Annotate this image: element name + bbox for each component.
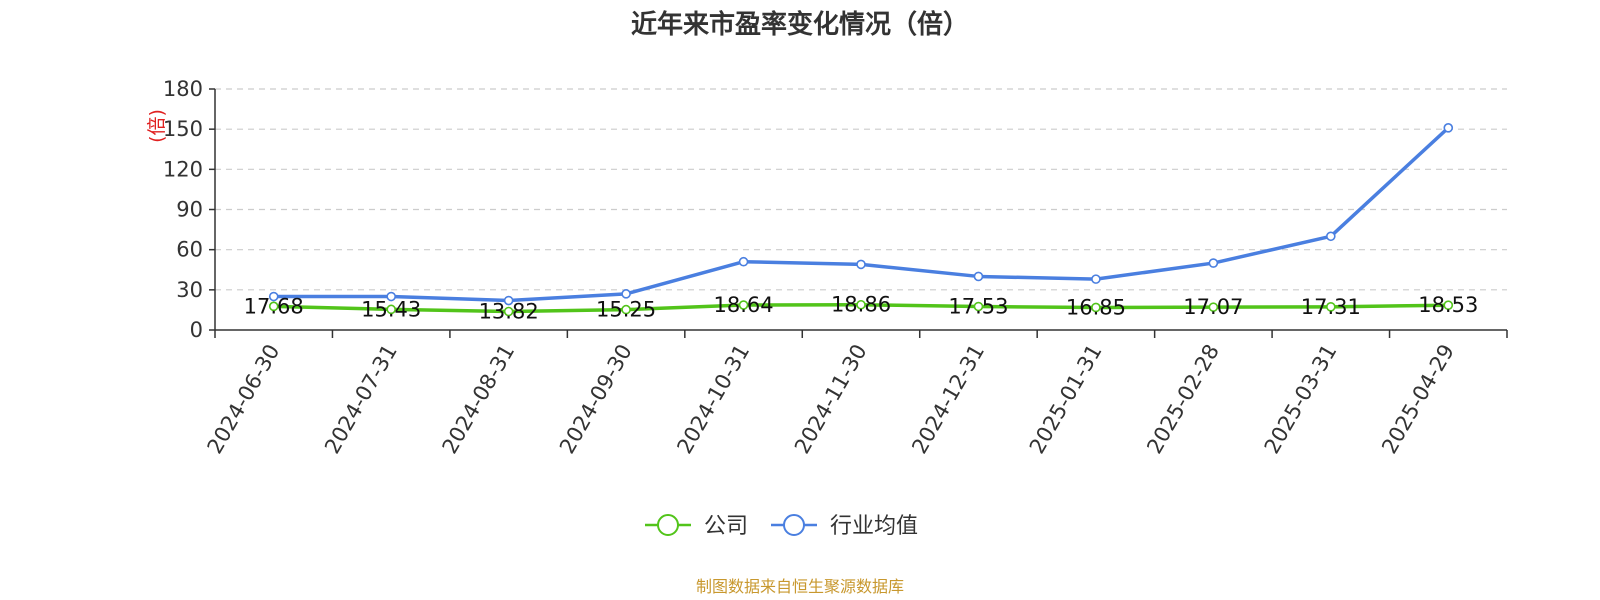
data-label: 17.31 — [1301, 295, 1361, 319]
chart-title: 近年来市盈率变化情况（倍） — [631, 9, 969, 40]
data-point — [1443, 300, 1454, 310]
y-tick-label: 150 — [163, 117, 203, 141]
legend-item[interactable]: 行业均值 — [771, 514, 918, 539]
data-label: 18.86 — [831, 293, 891, 317]
data-point — [386, 304, 396, 315]
y-tick-label: 0 — [190, 318, 203, 342]
data-point — [1326, 231, 1336, 242]
y-tick-label: 180 — [163, 77, 203, 101]
y-axis-label: (倍) — [146, 109, 168, 143]
axes: 0 30 60 90 120 150 180 2024-06-30 2024-07-31 2024… — [163, 77, 1508, 458]
data-label: 18.53 — [1418, 293, 1478, 317]
data-point — [738, 300, 749, 310]
data-label: 17.68 — [244, 294, 304, 318]
x-tick-label: 2024-08-31 — [438, 340, 520, 458]
data-label: 18.64 — [713, 293, 773, 317]
y-tick-label: 90 — [176, 198, 203, 222]
data-point — [503, 306, 514, 317]
x-tick-label: 2024-09-30 — [555, 340, 637, 458]
x-tick-label: 2024-11-30 — [790, 340, 872, 458]
y-tick-label: 30 — [176, 278, 203, 302]
x-tick-label: 2025-03-31 — [1260, 340, 1342, 458]
series-line-1 — [273, 126, 1450, 303]
data-point — [1208, 302, 1219, 312]
data-point — [856, 259, 866, 270]
data-label: 17.07 — [1183, 295, 1243, 319]
source-note: 制图数据来自恒生聚源数据库 — [696, 577, 904, 596]
legend-label: 行业均值 — [830, 514, 918, 539]
data-point — [856, 299, 866, 310]
data-point — [268, 301, 279, 312]
data-point — [973, 301, 984, 312]
legend-marker — [783, 514, 805, 536]
x-tick-label: 2025-04-29 — [1377, 340, 1459, 458]
x-tick-label: 2024-12-31 — [907, 340, 989, 458]
data-label: 13.82 — [479, 299, 539, 323]
data-point — [1091, 274, 1101, 284]
legend[interactable]: 公司 行业均值 — [645, 514, 918, 539]
data-label: 15.25 — [596, 298, 656, 322]
data-point — [738, 256, 749, 267]
legend-item[interactable]: 公司 — [645, 514, 748, 539]
data-point — [268, 291, 279, 302]
data-point — [386, 291, 396, 302]
x-tick-label: 2025-02-28 — [1142, 340, 1224, 458]
data-labels: 17.68 15.43 13.82 15.25 18.64 18.86 17.53 16.85… — [244, 293, 1479, 324]
x-tick-label: 2024-10-31 — [672, 340, 754, 458]
data-point — [1208, 258, 1219, 268]
data-point — [621, 289, 631, 299]
series — [268, 123, 1454, 317]
data-point — [1091, 302, 1101, 313]
x-tick-label: 2024-07-31 — [320, 340, 402, 458]
data-point — [1443, 123, 1454, 133]
data-point — [973, 271, 984, 282]
data-point — [503, 295, 514, 306]
data-point — [621, 304, 631, 315]
y-tick-label: 120 — [163, 157, 203, 181]
x-tick-label: 2024-06-30 — [203, 340, 285, 458]
data-label: 17.53 — [948, 295, 1008, 319]
data-label: 16.85 — [1066, 295, 1126, 319]
data-label: 15.43 — [361, 297, 421, 321]
x-tick-label: 2025-01-31 — [1025, 340, 1107, 458]
legend-marker — [657, 514, 679, 536]
y-tick-label: 60 — [176, 238, 203, 262]
data-point — [1326, 302, 1336, 312]
legend-label: 公司 — [704, 514, 748, 539]
